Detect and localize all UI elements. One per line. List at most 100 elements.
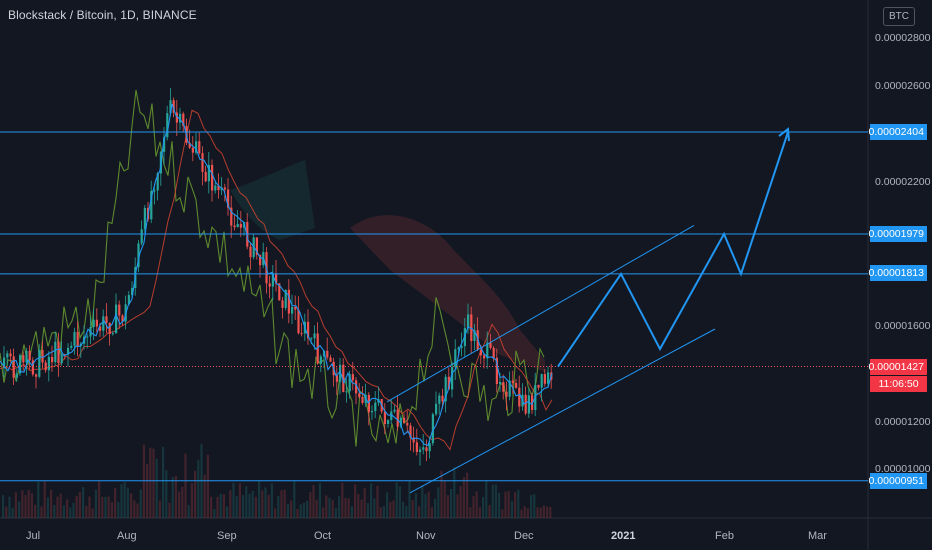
- level-label[interactable]: 0.00000951: [869, 473, 927, 489]
- volume-bar: [510, 501, 513, 518]
- volume-bar: [290, 500, 293, 518]
- volume-bar: [421, 485, 424, 518]
- candle-body: [38, 350, 41, 377]
- candle-body: [175, 112, 178, 123]
- candle-body: [399, 417, 402, 427]
- candle-body: [268, 283, 271, 287]
- candle-body: [294, 306, 297, 310]
- candle-body: [211, 164, 214, 191]
- candle-body: [431, 414, 434, 444]
- volume-bar: [139, 489, 142, 518]
- volume-bar: [274, 508, 277, 518]
- candle-body: [524, 394, 527, 414]
- volume-bar: [142, 444, 145, 518]
- candle-body: [121, 315, 124, 322]
- volume-bar: [78, 491, 81, 518]
- volume-bar: [453, 467, 456, 518]
- candle-body: [460, 346, 463, 348]
- volume-bar: [411, 499, 414, 518]
- currency-badge[interactable]: BTC: [883, 7, 915, 26]
- candle-body: [198, 141, 201, 154]
- volume-bar: [72, 502, 75, 518]
- volume-bar: [66, 499, 69, 518]
- projection-arrow-head: [778, 127, 790, 142]
- candle-body: [406, 422, 409, 426]
- volume-bar: [21, 490, 24, 518]
- volume-bar: [152, 448, 155, 518]
- candle-body: [307, 321, 310, 339]
- candle-body: [195, 141, 198, 153]
- volume-bar: [350, 506, 353, 518]
- price-tick: 0.00001200: [875, 416, 931, 428]
- candle-body: [486, 342, 489, 359]
- candle-body: [348, 374, 351, 392]
- volume-bar: [485, 481, 488, 518]
- volume-bar: [354, 484, 357, 518]
- volume-bar: [149, 447, 152, 518]
- level-label[interactable]: 0.00002404: [869, 124, 927, 140]
- candle-body: [505, 391, 508, 397]
- level-label[interactable]: 0.00001813: [869, 265, 927, 281]
- candle-body: [169, 100, 172, 114]
- volume-bar: [414, 493, 417, 518]
- volume-bar: [357, 493, 360, 518]
- volume-bar: [322, 507, 325, 518]
- candle-body: [118, 304, 121, 316]
- candle-body: [249, 246, 252, 258]
- volume-bar: [507, 491, 510, 518]
- candle-body: [483, 355, 486, 359]
- volume-bar: [270, 483, 273, 518]
- volume-bar: [190, 483, 193, 518]
- volume-bar: [104, 496, 107, 518]
- volume-bar: [370, 483, 373, 518]
- volume-bar: [539, 507, 542, 518]
- candle-body: [361, 397, 364, 403]
- candle-body: [335, 375, 338, 382]
- candle-body: [281, 300, 284, 308]
- volume-bar: [213, 509, 216, 518]
- candle-body: [287, 289, 290, 314]
- candle-body: [451, 367, 454, 390]
- volume-bar: [187, 505, 190, 518]
- candle-body: [51, 356, 54, 363]
- candle-body: [153, 190, 156, 192]
- candle-body: [99, 326, 102, 331]
- candle-body: [191, 147, 194, 153]
- candle-body: [438, 395, 441, 404]
- candle-body: [374, 402, 377, 412]
- volume-bar: [210, 496, 213, 518]
- candle-body: [537, 384, 540, 388]
- candle-body: [540, 374, 543, 388]
- candle-body: [313, 333, 316, 339]
- volume-bar: [376, 485, 379, 518]
- volume-bar: [8, 496, 11, 518]
- volume-bar: [261, 490, 264, 518]
- volume-bar: [478, 507, 481, 518]
- volume-bar: [43, 481, 46, 518]
- candle-body: [230, 207, 233, 226]
- volume-bar: [267, 494, 270, 518]
- level-label[interactable]: 0.00001979: [869, 226, 927, 242]
- volume-bar: [5, 506, 8, 518]
- candle-body: [47, 356, 50, 371]
- volume-bar: [181, 486, 184, 518]
- price-tick: 0.00002800: [875, 32, 931, 44]
- volume-bar: [523, 506, 526, 518]
- volume-bar: [405, 506, 408, 518]
- candle-body: [6, 353, 9, 358]
- candle-body: [60, 354, 63, 364]
- candle-body: [127, 295, 130, 305]
- candle-body: [227, 189, 230, 208]
- volume-bar: [110, 502, 113, 518]
- volume-bar: [280, 490, 283, 518]
- volume-bar: [34, 504, 37, 518]
- volume-bar: [491, 484, 494, 518]
- candle-body: [271, 273, 274, 287]
- candle-body: [188, 142, 191, 148]
- volume-bar: [462, 477, 465, 518]
- volume-bar: [386, 492, 389, 518]
- candle-body: [508, 380, 511, 397]
- volume-bar: [459, 486, 462, 518]
- candle-body: [105, 316, 108, 323]
